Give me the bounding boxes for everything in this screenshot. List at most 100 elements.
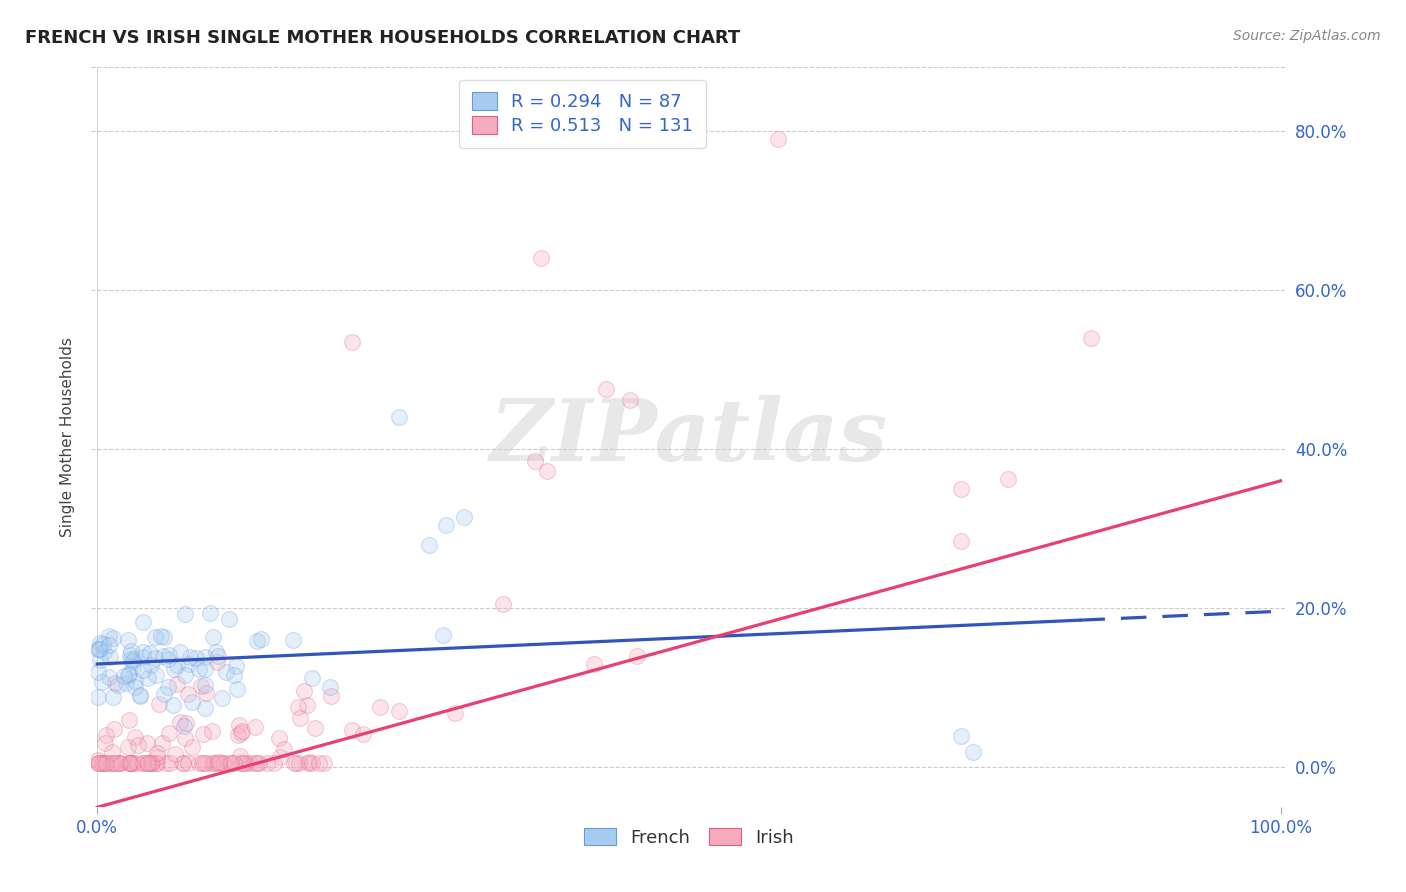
Point: [245, 720, 267, 734]
Point: [194, 678, 217, 692]
Point: [132, 756, 155, 771]
Point: [492, 597, 515, 611]
Point: [132, 615, 155, 629]
Point: [138, 646, 160, 660]
Point: [188, 756, 211, 771]
Point: [120, 648, 142, 662]
Point: [89, 636, 111, 650]
Point: [108, 756, 131, 771]
Legend: French, Irish: French, Irish: [576, 821, 801, 854]
Point: [148, 697, 170, 711]
Point: [301, 756, 323, 771]
Point: [87, 641, 110, 656]
Point: [179, 657, 201, 672]
Point: [132, 649, 155, 664]
Point: [273, 742, 295, 756]
Point: [269, 750, 291, 764]
Text: ZIPatlas: ZIPatlas: [489, 395, 889, 479]
Point: [536, 464, 558, 478]
Point: [120, 651, 142, 665]
Point: [159, 756, 181, 771]
Point: [212, 756, 235, 771]
Point: [87, 756, 110, 771]
Point: [314, 756, 336, 771]
Point: [232, 756, 254, 771]
Point: [211, 690, 233, 705]
Point: [297, 698, 319, 712]
Point: [950, 482, 973, 496]
Point: [319, 680, 342, 694]
Point: [246, 756, 269, 771]
Point: [226, 681, 249, 696]
Point: [139, 658, 162, 673]
Point: [205, 655, 228, 669]
Point: [93, 756, 115, 771]
Point: [201, 724, 224, 739]
Point: [132, 756, 155, 771]
Point: [188, 662, 211, 676]
Point: [256, 756, 278, 771]
Point: [432, 628, 454, 642]
Point: [166, 676, 188, 690]
Point: [89, 641, 111, 656]
Point: [229, 748, 252, 763]
Point: [304, 721, 326, 735]
Point: [218, 612, 240, 626]
Point: [155, 756, 177, 771]
Point: [87, 756, 110, 771]
Point: [235, 756, 257, 771]
Point: [177, 756, 200, 771]
Point: [150, 629, 173, 643]
Point: [162, 698, 184, 712]
Point: [107, 756, 129, 771]
Point: [172, 756, 194, 771]
Point: [950, 533, 973, 548]
Point: [136, 672, 159, 686]
Point: [619, 392, 641, 407]
Point: [122, 652, 145, 666]
Point: [87, 753, 110, 767]
Point: [124, 674, 146, 689]
Point: [342, 723, 364, 737]
Point: [110, 756, 132, 771]
Point: [132, 645, 155, 659]
Point: [129, 688, 152, 702]
Point: [124, 680, 146, 694]
Point: [101, 632, 124, 646]
Point: [122, 660, 145, 674]
Point: [117, 739, 139, 754]
Point: [104, 676, 127, 690]
Point: [157, 648, 180, 662]
Point: [94, 736, 117, 750]
Point: [173, 731, 195, 745]
Point: [287, 699, 309, 714]
Point: [93, 645, 115, 659]
Point: [194, 662, 217, 676]
Point: [997, 472, 1019, 486]
Point: [104, 756, 127, 771]
Text: Source: ZipAtlas.com: Source: ZipAtlas.com: [1233, 29, 1381, 43]
Point: [229, 756, 252, 771]
Point: [308, 756, 330, 771]
Point: [218, 756, 240, 771]
Point: [101, 756, 124, 771]
Point: [221, 756, 243, 771]
Point: [321, 689, 343, 703]
Point: [231, 756, 253, 771]
Point: [136, 736, 159, 750]
Point: [444, 706, 467, 720]
Point: [231, 726, 253, 740]
Point: [118, 714, 141, 728]
Point: [212, 756, 235, 771]
Point: [87, 690, 110, 704]
Point: [136, 756, 159, 771]
Point: [87, 756, 110, 771]
Point: [143, 630, 166, 644]
Point: [152, 648, 174, 663]
Point: [193, 701, 215, 715]
Point: [97, 629, 120, 643]
Point: [195, 686, 218, 700]
Point: [169, 714, 191, 729]
Point: [202, 756, 225, 771]
Point: [143, 651, 166, 665]
